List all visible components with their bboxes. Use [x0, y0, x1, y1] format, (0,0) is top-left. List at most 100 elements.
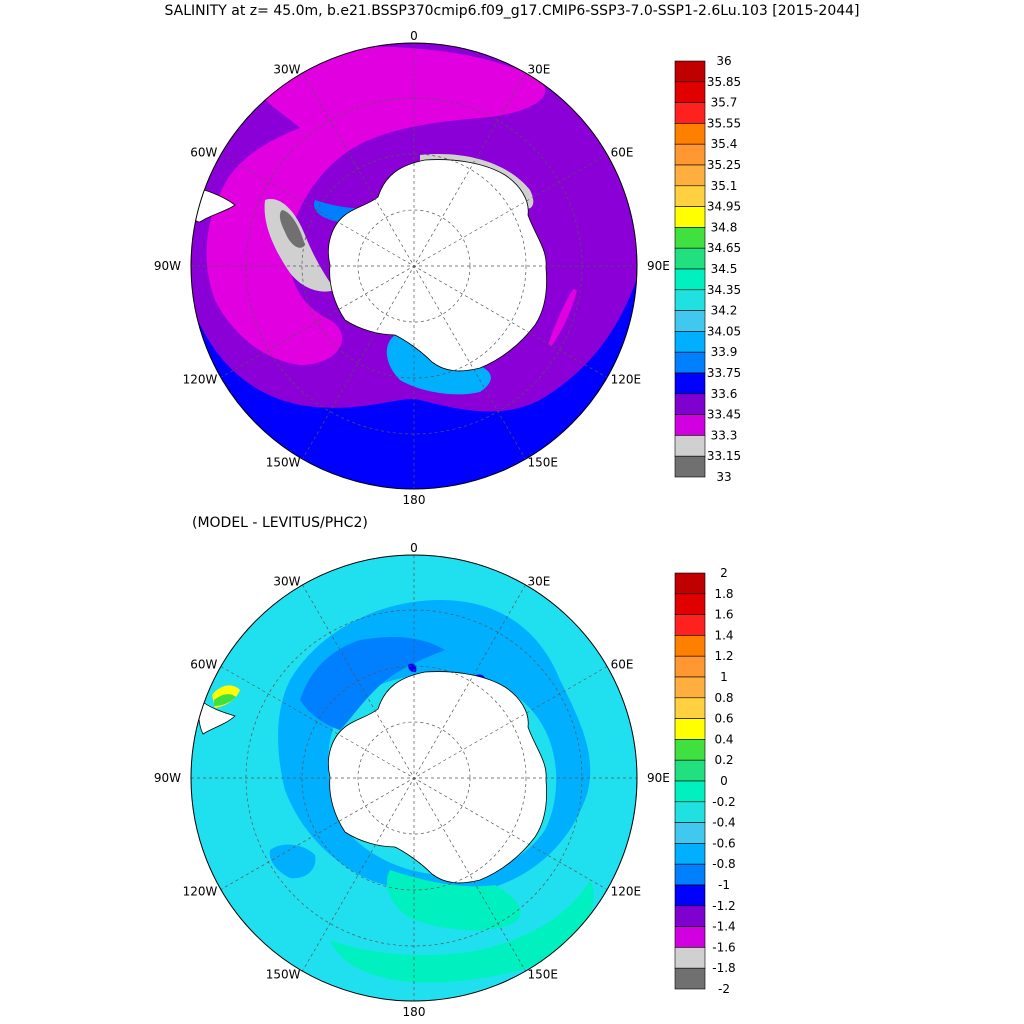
colorbar-label: -1.6: [712, 940, 735, 954]
colorbar-label: -1.8: [712, 961, 735, 975]
colorbar-swatch: [674, 102, 706, 124]
longitude-label: 60W: [190, 658, 217, 672]
longitude-label: 30E: [528, 574, 551, 588]
graticule: [191, 555, 637, 1001]
salinity-region-33.0-shelf: [279, 210, 305, 248]
colorbar-label: 1.6: [714, 608, 733, 622]
colorbar-label: 0.8: [714, 691, 733, 705]
longitude-label: 60E: [611, 146, 634, 160]
longitude-label: 30W: [273, 574, 300, 588]
longitude-label: 30W: [273, 62, 300, 76]
colorbar-label: -1.4: [712, 920, 735, 934]
colorbar-swatch: [674, 967, 706, 990]
colorbar-label: 1.2: [714, 649, 733, 663]
salinity-polar-map: 0 30E 60E 90E 120E 150E 180 150W 120W 90W 60W 30W: [154, 29, 670, 507]
longitude-label: 90E: [647, 259, 670, 273]
difference-region-minus-0.2-outer: [330, 880, 594, 983]
colorbar-swatch: [674, 455, 706, 478]
longitude-label: 30E: [528, 62, 551, 76]
colorbar-label: 2: [720, 566, 728, 580]
colorbar-swatch: [674, 884, 706, 907]
colorbar-swatch: [674, 926, 706, 948]
colorbar-swatch: [674, 414, 706, 436]
colorbar-swatch: [674, 905, 706, 927]
longitude-label: 180: [403, 1005, 426, 1019]
colorbar-swatch: [674, 393, 706, 415]
longitude-label: 150E: [528, 456, 559, 470]
plot-title: SALINITY at z= 45.0m, b.e21.BSSP370cmip6…: [164, 3, 860, 19]
colorbar-label: 36: [716, 54, 731, 68]
colorbar-label: 33: [716, 470, 731, 484]
colorbar-label: 35.55: [707, 116, 741, 130]
difference-region-minus-0.8-weddell: [300, 637, 445, 730]
longitude-label: 120E: [611, 373, 642, 387]
colorbar-label: 1.4: [714, 628, 733, 642]
colorbar-swatch: [674, 247, 706, 270]
colorbar-label: 34.35: [707, 283, 741, 297]
longitude-label: 180: [403, 493, 426, 507]
colorbar-swatch: [674, 843, 706, 865]
longitude-label: 120W: [183, 373, 218, 387]
colorbar-label: 1.8: [714, 587, 733, 601]
difference-plot-title: (MODEL - LEVITUS/PHC2): [192, 515, 368, 531]
colorbar-label: 34.05: [707, 324, 741, 338]
longitude-labels: 0 30E 60E 90E 120E 150E 180 150W 120W 90W 60W 30W: [154, 541, 670, 1019]
colorbar-label: -1: [718, 878, 730, 892]
colorbar-label: 35.25: [707, 158, 741, 172]
colorbar-swatch: [674, 614, 706, 636]
colorbar-label: 33.3: [711, 428, 738, 442]
antarctica-land: [328, 159, 547, 372]
longitude-label: 60W: [190, 146, 217, 160]
colorbar-swatch: [674, 310, 706, 332]
colorbar-swatch: [674, 676, 706, 699]
colorbar-swatch: [674, 164, 706, 187]
colorbar-swatch: [674, 863, 706, 886]
colorbar-label: 35.4: [711, 137, 738, 151]
colorbar-label: 33.6: [711, 387, 738, 401]
colorbar-swatch: [674, 801, 706, 823]
longitude-label: 120W: [183, 885, 218, 899]
longitude-label: 0: [410, 541, 418, 555]
colorbar-label: 0: [720, 774, 728, 788]
colorbar-swatch: [674, 780, 706, 803]
colorbar-swatch: [674, 572, 706, 595]
colorbar-swatch: [674, 697, 706, 719]
map-border: [190, 42, 638, 490]
difference-region-positive-anomaly-green: [214, 694, 236, 706]
longitude-label: 120E: [611, 885, 642, 899]
colorbar-swatch: [674, 81, 706, 103]
salinity-region-33.75-south: [191, 270, 637, 489]
colorbar-swatch: [674, 739, 706, 761]
colorbar-swatch: [674, 372, 706, 395]
colorbar-label: 35.7: [711, 96, 738, 110]
longitude-label: 90W: [154, 771, 181, 785]
colorbar-swatch: [674, 185, 706, 207]
antarctica-land: [328, 671, 547, 884]
longitude-label: 0: [410, 29, 418, 43]
longitude-label: 90E: [647, 771, 670, 785]
colorbar-swatch: [674, 947, 706, 969]
colorbar-label: 0.6: [714, 712, 733, 726]
colorbar-label: -0.8: [712, 857, 735, 871]
difference-region-minus-0.6-pocket: [269, 844, 316, 879]
difference-polar-map: 0 30E 60E 90E 120E 150E 180 150W 120W 90W 60W 30W: [154, 541, 670, 1019]
colorbar-label: 1: [720, 670, 728, 684]
longitude-label: 90W: [154, 259, 181, 273]
map-border: [190, 554, 638, 1002]
difference-region-minus-0.2-ross: [386, 870, 521, 931]
longitude-label: 60E: [611, 658, 634, 672]
colorbar-swatch: [674, 759, 706, 782]
colorbar-label: -0.2: [712, 795, 735, 809]
colorbar-swatch: [674, 289, 706, 311]
colorbar-swatch: [674, 227, 706, 249]
longitude-label: 150W: [266, 968, 301, 982]
longitude-label: 150E: [528, 968, 559, 982]
colorbar-label: -2: [718, 982, 730, 996]
colorbar-label: 0.2: [714, 753, 733, 767]
salinity-region-33.45-streak: [548, 288, 577, 347]
colorbar-label: 34.65: [707, 241, 741, 255]
colorbar-label: 34.8: [711, 220, 738, 234]
salinity-colorbar: 36 35.85 35.7 35.55 35.4 35.25 35.1 34.95 34.8 34…: [674, 54, 741, 484]
colorbar-swatch: [674, 822, 706, 844]
colorbar-swatch: [674, 268, 706, 291]
